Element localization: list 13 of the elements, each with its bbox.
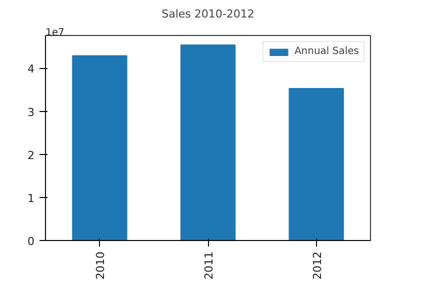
x-tick-label: 2010 [94, 251, 108, 280]
y-tick-label: 1 [28, 192, 34, 205]
chart-title: Sales 2010-2012 [162, 8, 254, 20]
x-tick-label: 2011 [202, 251, 216, 280]
x-tick-label: 2012 [310, 251, 324, 280]
y-tick-label: 3 [28, 106, 34, 119]
bar [288, 88, 344, 240]
legend-label: Annual Sales [294, 46, 359, 57]
bar [72, 55, 128, 240]
y-tick-label: 0 [28, 235, 34, 248]
y-tick-label: 4 [28, 62, 34, 76]
y-tick-label: 2 [28, 148, 34, 162]
bar [180, 44, 236, 240]
